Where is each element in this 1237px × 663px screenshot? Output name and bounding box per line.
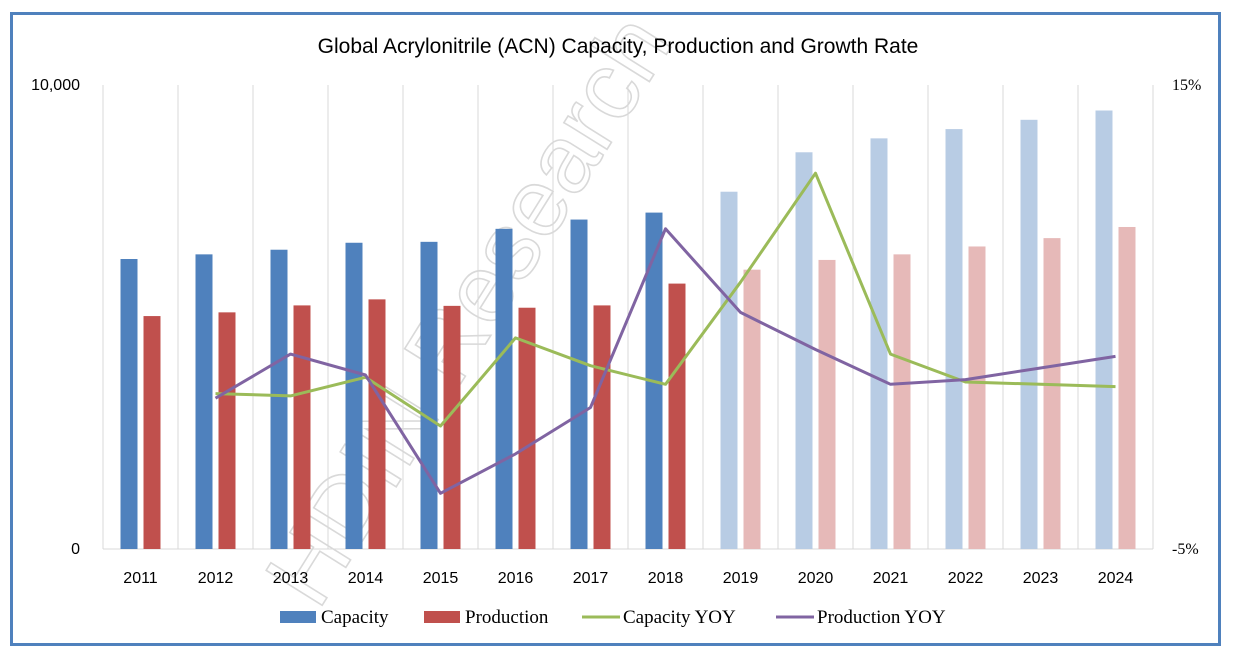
legend-label-capacity: Capacity [321,607,389,628]
bar-production-2019 [743,269,761,549]
x-tick-label-2017: 2017 [573,570,609,587]
bar-capacity-2016 [495,228,513,549]
bar-production-2016 [518,307,536,549]
bar-capacity-2014 [345,242,363,549]
bar-capacity-2015 [420,241,438,549]
bar-production-2017 [593,305,611,549]
bar-capacity-2024 [1095,110,1113,550]
x-tick-label-2022: 2022 [948,570,984,587]
bar-production-2023 [1043,238,1061,549]
y-left-tick-max: 10,000 [31,77,80,94]
legend: Capacity Production Capacity YOY Production… [280,607,946,628]
x-tick-label-2023: 2023 [1023,570,1059,587]
x-tick-label-2014: 2014 [348,570,384,587]
bar-production-2014 [368,299,386,549]
x-tick-label-2018: 2018 [648,570,684,587]
legend-swatch-capacity [280,611,316,623]
bar-capacity-2019 [720,191,738,549]
watermark-layer: HDIN Research [244,0,693,624]
bar-capacity-2011 [120,259,138,549]
bar-capacity-2012 [195,254,213,550]
x-tick-labels: 2011 2012 2013 2014 2015 2016 2017 2018 2019 2020… [123,570,1133,587]
legend-label-capacity-yoy: Capacity YOY [623,607,736,628]
legend-label-production: Production [465,607,549,628]
x-tick-label-2019: 2019 [723,570,759,587]
x-tick-label-2020: 2020 [798,570,834,587]
bar-capacity-2021 [870,138,888,550]
legend-swatch-production [424,611,460,623]
bar-capacity-2017 [570,219,588,549]
bar-production-2020 [818,259,836,549]
lines [214,171,1116,495]
y-left-tick-min: 0 [71,541,80,558]
watermark: HDIN Research [245,0,692,623]
bar-production-2021 [893,254,911,550]
x-tick-label-2012: 2012 [198,570,234,587]
x-tick-label-2021: 2021 [873,570,909,587]
y-right-tick-min: -5% [1172,541,1199,558]
bar-production-2011 [143,316,161,549]
bar-capacity-2022 [945,129,963,549]
bar-production-2012 [218,312,236,549]
bars [120,110,1136,550]
bar-production-2024 [1118,226,1136,549]
legend-label-production-yoy: Production YOY [817,607,946,628]
bar-production-2022 [968,246,986,550]
bar-capacity-2013 [270,249,288,549]
bar-capacity-2020 [795,152,813,549]
bar-production-2018 [668,283,686,549]
x-tick-label-2011: 2011 [123,570,158,587]
line-production-yoy [214,227,1116,495]
x-tick-label-2015: 2015 [423,570,459,587]
chart-title: Global Acrylonitrile (ACN) Capacity, Pro… [318,35,919,58]
x-tick-label-2013: 2013 [273,570,309,587]
x-tick-label-2016: 2016 [498,570,534,587]
bar-capacity-2023 [1020,119,1038,550]
bar-production-2015 [443,305,461,549]
bar-production-2013 [293,305,311,549]
x-tick-label-2024: 2024 [1098,570,1134,587]
y-right-tick-max: 15% [1172,77,1201,94]
